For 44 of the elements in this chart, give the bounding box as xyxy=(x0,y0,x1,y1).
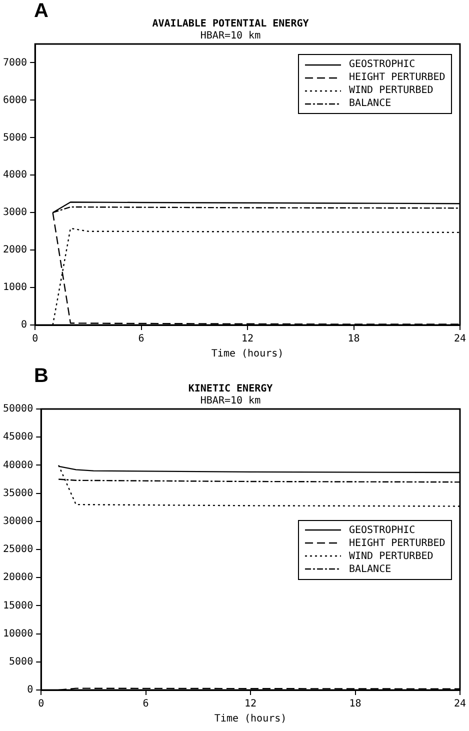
y-tick-label: 50000 xyxy=(2,404,34,415)
y-tick-label: 2000 xyxy=(2,244,28,256)
legend-label: BALANCE xyxy=(348,562,392,576)
legend-label: BALANCE xyxy=(348,97,392,110)
chart-subtitle: HBAR=10 km xyxy=(200,30,261,42)
legend-label: GEOSTROPHIC xyxy=(348,524,416,536)
x-tick-label: 18 xyxy=(348,334,360,345)
y-tick-label: 5000 xyxy=(2,132,28,144)
text: B xyxy=(34,365,48,388)
y-tick-label: 0 xyxy=(27,684,34,696)
y-tick-label: 10000 xyxy=(2,628,34,640)
y-tick-label: 4000 xyxy=(2,170,28,181)
y-tick-label: 3000 xyxy=(2,207,28,218)
y-tick-label: 6000 xyxy=(2,94,28,106)
y-tick-label: 35000 xyxy=(2,488,34,499)
y-tick-label: 7000 xyxy=(2,57,28,68)
x-tick-label: 12 xyxy=(242,334,254,345)
x-tick-label: 0 xyxy=(38,698,44,710)
legend-label: WIND PERTURBED xyxy=(348,84,434,97)
chart-title: AVAILABLE POTENTIAL ENERGY xyxy=(152,18,309,30)
legend-label: HEIGHT PERTURBED xyxy=(348,71,446,84)
legend-label: WIND PERTURBED xyxy=(348,550,434,562)
x-axis-title: Time (hours) xyxy=(211,348,284,360)
y-tick-label: 5000 xyxy=(9,656,34,668)
chart-title: KINETIC ENERGY xyxy=(188,384,273,395)
x-tick-label: 12 xyxy=(244,698,257,710)
x-tick-label: 18 xyxy=(349,698,362,710)
x-tick-label: 6 xyxy=(142,698,149,710)
y-tick-label: 40000 xyxy=(2,460,34,471)
x-tick-label: 24 xyxy=(454,334,466,345)
x-tick-label: 6 xyxy=(138,334,144,345)
y-tick-label: 0 xyxy=(21,320,28,331)
y-tick-label: 1000 xyxy=(2,282,28,294)
legend-label: HEIGHT PERTURBED xyxy=(348,536,446,550)
y-tick-label: 15000 xyxy=(2,600,34,612)
legend-label: GEOSTROPHIC xyxy=(348,58,416,71)
y-tick-label: 20000 xyxy=(2,572,34,584)
y-tick-label: 30000 xyxy=(2,516,34,527)
y-tick-label: 45000 xyxy=(2,432,34,443)
x-tick-label: 24 xyxy=(454,698,466,710)
x-axis-title: Time (hours) xyxy=(214,714,287,725)
chart-subtitle: HBAR=10 km xyxy=(200,396,261,407)
y-tick-label: 25000 xyxy=(2,544,34,556)
text: A xyxy=(34,0,48,23)
